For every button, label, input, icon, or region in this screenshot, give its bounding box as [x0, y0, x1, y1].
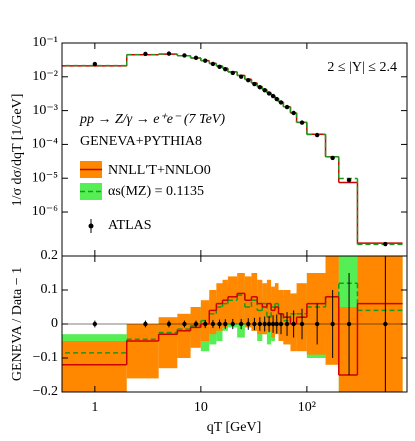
data-point: [166, 51, 172, 56]
data-point: [314, 132, 320, 138]
data-point: [346, 177, 352, 183]
y-tick-label: 10⁻⁶: [32, 204, 58, 219]
data-point: [330, 155, 335, 161]
data-point: [274, 321, 279, 327]
data-point: [210, 321, 216, 327]
data-point: [299, 120, 305, 125]
y-tick-label: 0.2: [41, 248, 59, 263]
y-tick-label: 10⁻⁵: [32, 170, 58, 185]
data-point: [223, 321, 228, 327]
data-point: [230, 321, 235, 327]
y-tick-label: 10⁻³: [32, 103, 58, 118]
y-tick-label: 10⁻¹: [32, 35, 58, 50]
data-point: [266, 321, 272, 327]
data-point: [143, 51, 148, 57]
data-point: [270, 93, 276, 99]
data-point: [262, 88, 267, 93]
data-point: [193, 55, 199, 61]
data-point: [166, 321, 172, 327]
x-tick-label: 1: [91, 400, 98, 415]
y-tick-label: 10⁻⁴: [32, 137, 58, 152]
uncertainty-band: [262, 283, 267, 335]
data-point: [383, 241, 388, 247]
uncertainty-band: [266, 279, 272, 331]
uncertainty-band: [306, 273, 326, 355]
annotation: 2 ≤ |Y| ≤ 2.4: [327, 60, 397, 75]
data-point: [217, 321, 222, 327]
data-point: [252, 81, 257, 87]
uncertainty-band: [158, 317, 178, 369]
data-point: [270, 321, 276, 327]
data-point: [217, 64, 222, 69]
data-point: [246, 321, 251, 327]
y-tick-label: 0: [51, 316, 58, 331]
uncertainty-band: [244, 276, 252, 328]
data-point: [203, 58, 208, 63]
data-point: [238, 321, 244, 327]
data-point: [346, 321, 352, 327]
data-point: [92, 61, 98, 67]
data-point: [257, 321, 263, 327]
data-point: [203, 321, 208, 327]
data-point: [291, 321, 296, 327]
data-point: [274, 96, 279, 102]
uncertainty-band: [251, 273, 258, 331]
uncertainty-band: [338, 307, 358, 392]
data-point: [193, 321, 199, 327]
x-tick-label: 10: [194, 400, 208, 415]
y-tick-label: −0.2: [33, 384, 58, 399]
y-tick-label: −0.1: [33, 350, 58, 365]
uncertainty-band: [274, 283, 279, 335]
data-point: [223, 66, 228, 72]
legend-label: ATLAS: [108, 218, 152, 233]
legend-label: NNLL′T+NNLO0: [108, 163, 211, 178]
legend-marker: [88, 223, 94, 229]
data-point: [230, 70, 235, 76]
x-axis-label: qT [GeV]: [207, 420, 262, 435]
data-point: [314, 321, 320, 327]
data-point: [182, 321, 187, 327]
uncertainty-band: [257, 279, 263, 335]
data-point: [383, 321, 388, 327]
data-point: [238, 74, 244, 79]
data-point: [210, 61, 216, 67]
y-tick-label: 10⁻²: [32, 69, 58, 84]
data-point: [278, 100, 284, 105]
uncertainty-band: [271, 286, 275, 338]
uncertainty-band: [177, 313, 191, 358]
data-point: [266, 91, 272, 96]
data-point: [252, 321, 257, 327]
data-point: [284, 104, 290, 110]
annotation: pp → Z/γ → e⁺e⁻ (7 TeV): [79, 112, 225, 127]
uncertainty-band: [209, 290, 217, 335]
data-point: [299, 321, 305, 327]
uncertainty-band: [62, 341, 127, 392]
data-point: [291, 110, 296, 116]
data-point: [143, 321, 148, 327]
data-point: [278, 321, 284, 327]
y-axis-label: 1/σ dσ/dqT [1/GeV]: [10, 94, 25, 207]
uncertainty-band: [126, 324, 159, 379]
data-point: [257, 85, 263, 90]
y-axis-label: GENEVA / Data − 1: [10, 267, 25, 381]
data-point: [92, 321, 98, 327]
data-point: [330, 321, 335, 327]
legend-label: αs(MZ) = 0.1135: [108, 184, 204, 199]
data-point: [262, 321, 267, 327]
y-tick-label: 0.1: [41, 282, 59, 297]
x-tick-label: 10²: [298, 400, 316, 415]
data-point: [284, 321, 290, 327]
data-point: [246, 77, 251, 83]
data-point: [182, 53, 187, 58]
uncertainty-band: [237, 273, 245, 324]
annotation: GENEVA+PYTHIA8: [80, 134, 202, 149]
